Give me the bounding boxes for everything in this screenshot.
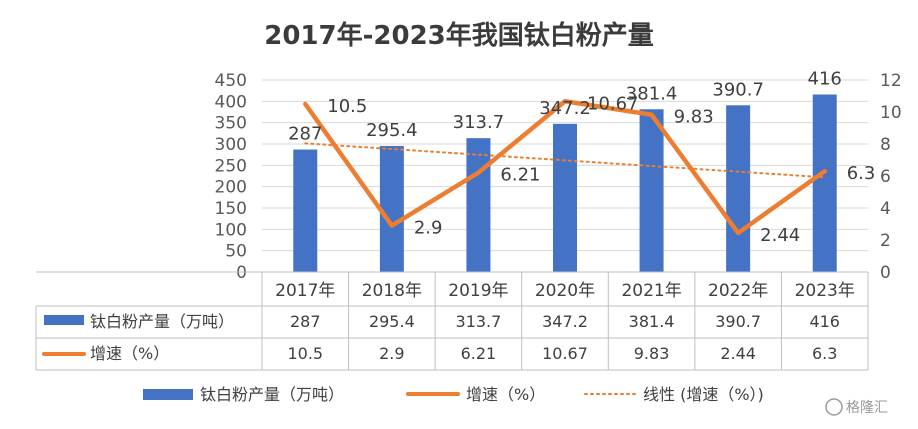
growth-value-label: 10.67 xyxy=(587,93,639,114)
table-cell: 2.9 xyxy=(379,344,404,363)
line-series xyxy=(303,99,827,236)
category-label: 2019年 xyxy=(448,281,508,301)
right-tick-label: 6 xyxy=(880,167,891,187)
legend-label: 增速（%） xyxy=(466,385,545,404)
growth-line xyxy=(303,99,827,236)
bar-series xyxy=(293,94,837,273)
bar-value-label: 287 xyxy=(288,124,322,145)
growth-value-label: 9.83 xyxy=(674,107,714,128)
bar-value-label: 295.4 xyxy=(366,120,418,141)
bar xyxy=(812,94,837,272)
category-label: 2018年 xyxy=(362,281,422,301)
data-table: 2017年 2018年 2019年 2020年 2021年 2022年 2023年钛白粉产量… xyxy=(35,271,869,371)
right-axis: 0 2 4 6 8 10 12 xyxy=(880,71,902,283)
table-cell: 9.83 xyxy=(634,344,670,363)
table-cell: 416 xyxy=(809,312,840,331)
left-tick-label: 50 xyxy=(225,242,247,262)
category-label: 2020年 xyxy=(535,281,595,301)
table-cell: 347.2 xyxy=(542,312,588,331)
table-cell: 295.4 xyxy=(369,312,415,331)
bar-value-label: 313.7 xyxy=(453,112,505,133)
bar xyxy=(639,109,664,272)
bar-value-label: 381.4 xyxy=(626,83,678,104)
bar xyxy=(466,138,491,272)
legend-label: 钛白粉产量（万吨） xyxy=(200,385,344,404)
category-label: 2021年 xyxy=(621,281,681,301)
legend-label: 线性 (增速（%）) xyxy=(643,385,764,404)
bar xyxy=(293,149,318,272)
table-cell: 10.67 xyxy=(542,344,588,363)
left-tick-label: 200 xyxy=(215,178,247,198)
growth-value-label: 10.5 xyxy=(327,96,367,117)
table-cell: 10.5 xyxy=(287,344,323,363)
table-cell: 6.3 xyxy=(812,344,837,363)
growth-value-label: 2.9 xyxy=(414,218,443,239)
growth-value-label: 6.21 xyxy=(500,165,540,186)
category-label: 2022年 xyxy=(708,281,768,301)
category-label: 2023年 xyxy=(795,281,855,301)
right-tick-label: 8 xyxy=(880,135,891,155)
table-cell: 287 xyxy=(290,312,321,331)
table-cell: 390.7 xyxy=(715,312,761,331)
table-cell: 6.21 xyxy=(461,344,497,363)
left-tick-label: 350 xyxy=(215,114,247,134)
left-tick-label: 100 xyxy=(215,220,247,240)
table-cell: 381.4 xyxy=(629,312,675,331)
bar-value-label: 390.7 xyxy=(712,79,764,100)
chart-title: 2017年-2023年我国钛白粉产量 xyxy=(264,20,654,51)
left-tick-label: 0 xyxy=(236,263,247,283)
bar-value-label: 347.2 xyxy=(539,98,591,119)
growth-value-label: 2.44 xyxy=(760,225,800,246)
legend-bar-swatch xyxy=(143,389,193,400)
bar xyxy=(726,105,751,272)
right-tick-label: 12 xyxy=(880,71,902,91)
legend: 钛白粉产量（万吨） 增速（%） 线性 (增速（%）) xyxy=(143,385,764,404)
watermark-text: 格隆汇 xyxy=(846,400,888,416)
trendline-path xyxy=(304,142,826,179)
data-labels: 287 295.4 313.7 347.2 381.4 390.7 416 10.5 2.9 6.… xyxy=(288,69,875,246)
left-tick-label: 300 xyxy=(215,135,247,155)
watermark: 格隆汇 xyxy=(825,398,888,416)
left-tick-label: 150 xyxy=(215,199,247,219)
table-cell: 2.44 xyxy=(720,344,756,363)
right-tick-label: 4 xyxy=(880,199,891,219)
category-label: 2017年 xyxy=(275,281,335,301)
bar-value-label: 416 xyxy=(808,69,842,90)
bar xyxy=(553,123,577,273)
bar xyxy=(379,145,404,272)
table-row-header: 增速（%） xyxy=(90,344,169,363)
right-tick-label: 2 xyxy=(880,231,891,251)
left-tick-label: 400 xyxy=(215,92,247,112)
left-tick-label: 250 xyxy=(215,156,247,176)
trendline xyxy=(304,142,826,179)
right-tick-label: 0 xyxy=(880,263,891,283)
table-row-header: 钛白粉产量（万吨） xyxy=(90,312,234,331)
table-bar-swatch xyxy=(44,315,84,325)
table-cell: 313.7 xyxy=(456,312,502,331)
watermark-logo-icon xyxy=(825,398,843,416)
left-tick-label: 450 xyxy=(215,71,247,91)
growth-value-label: 6.3 xyxy=(847,163,876,184)
right-tick-label: 10 xyxy=(880,103,902,123)
